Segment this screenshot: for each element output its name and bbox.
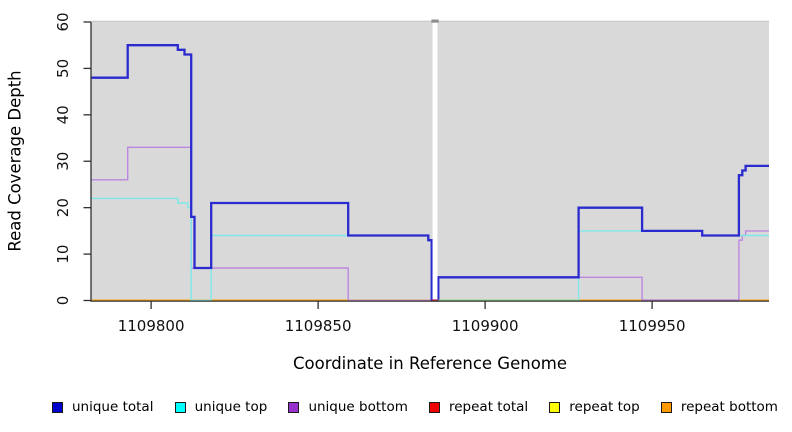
legend-label: repeat top: [569, 399, 640, 415]
legend-label: repeat total: [448, 399, 529, 415]
y-tick-label: 10: [54, 245, 72, 264]
x-tick-label: 1109950: [619, 317, 686, 335]
legend-label: unique bottom: [308, 399, 408, 415]
legend-swatch-unique-top: [174, 401, 186, 413]
legend-item-unique-top: unique top: [174, 399, 268, 415]
legend-label: unique total: [72, 399, 154, 415]
legend-item-repeat-top: repeat top: [549, 399, 640, 415]
series-unique-top-line: [91, 197, 769, 302]
x-axis-title: Coordinate in Reference Genome: [292, 354, 568, 373]
y-tick-label: 40: [54, 105, 72, 124]
plot-panel: [91, 21, 769, 301]
legend-label: repeat bottom: [680, 399, 778, 415]
legend-item-unique-total: unique total: [52, 399, 153, 415]
y-tick-label: 50: [54, 59, 72, 78]
legend-item-unique-bottom: unique bottom: [288, 399, 408, 415]
y-tick-label: 20: [54, 198, 72, 217]
legend-swatch-unique-bottom: [288, 401, 300, 413]
legend-swatch-repeat-bottom: [660, 401, 672, 413]
no-data-gap: [432, 21, 438, 300]
y-tick-label: 0: [54, 296, 72, 306]
x-tick-label: 1109800: [118, 317, 185, 335]
legend-swatch-repeat-total: [428, 401, 440, 413]
x-tick-label: 1109900: [452, 317, 519, 335]
chart-legend: unique total unique top unique bottom repea…: [0, 399, 792, 415]
x-tick-label: 1109850: [285, 317, 352, 335]
legend-item-repeat-bottom: repeat bottom: [660, 399, 778, 415]
legend-swatch-unique-total: [52, 401, 63, 413]
gap-top-cap: [431, 19, 439, 23]
legend-item-repeat-total: repeat total: [428, 399, 529, 415]
y-axis-title: Read Coverage Depth: [5, 70, 25, 252]
y-tick-label: 30: [54, 152, 72, 171]
series-unique-total-line: [91, 44, 769, 302]
legend-swatch-repeat-top: [549, 401, 561, 413]
y-tick-label: 60: [54, 12, 72, 31]
legend-label: unique top: [194, 399, 268, 415]
